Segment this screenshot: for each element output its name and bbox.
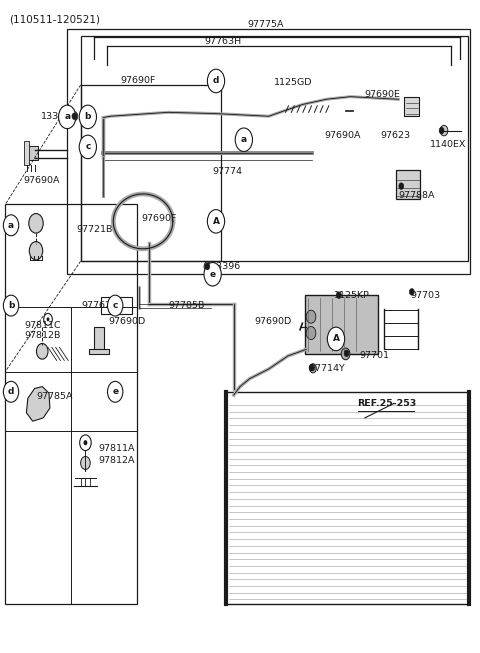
Text: c: c [112,301,118,310]
Circle shape [29,242,43,260]
Text: 97762: 97762 [82,301,111,310]
Circle shape [235,128,252,151]
Text: 97714Y: 97714Y [310,364,345,373]
Circle shape [79,135,96,159]
Text: 97812B: 97812B [24,331,60,340]
Text: 97690F: 97690F [142,214,177,223]
Text: 97812A: 97812A [98,456,135,465]
Circle shape [72,113,77,119]
Text: 97811C: 97811C [24,321,60,330]
Circle shape [79,105,96,129]
Circle shape [84,440,87,445]
Bar [28,146,38,160]
Circle shape [47,317,49,321]
Text: 13396: 13396 [41,112,71,121]
Text: d: d [213,76,219,86]
Text: c: c [85,142,91,151]
Circle shape [327,327,345,351]
Circle shape [207,69,225,93]
Text: 97788A: 97788A [398,191,435,200]
Circle shape [309,364,314,371]
Text: 97690E: 97690E [365,89,401,99]
Circle shape [108,381,123,402]
Bar [396,170,420,199]
Text: 97690D: 97690D [108,317,145,326]
Text: a: a [64,112,70,121]
Circle shape [341,348,350,360]
Text: e: e [210,270,216,279]
Text: A: A [333,334,339,343]
Text: A: A [213,217,219,226]
Text: 97690A: 97690A [324,131,360,140]
Text: REF.25-253: REF.25-253 [358,399,417,408]
Text: a: a [241,135,247,144]
Text: d: d [8,387,14,396]
Text: b: b [8,301,14,310]
Circle shape [205,263,210,270]
Bar [89,349,109,354]
Circle shape [108,295,123,316]
Text: 97701: 97701 [359,351,389,360]
Text: 97690A: 97690A [23,176,60,185]
Text: 97785B: 97785B [168,301,204,310]
Text: 97690F: 97690F [120,76,156,86]
Text: 1125KP: 1125KP [334,291,370,300]
Circle shape [3,215,19,236]
Circle shape [306,326,316,340]
Circle shape [207,210,225,233]
Text: 1125GD: 1125GD [274,78,312,88]
Circle shape [440,125,448,136]
Circle shape [71,112,78,121]
Text: 97785A: 97785A [36,392,72,401]
Circle shape [3,381,19,402]
Circle shape [29,214,43,233]
Text: b: b [84,112,91,121]
Circle shape [36,343,48,359]
Text: 13396: 13396 [211,262,241,271]
Bar [94,326,104,351]
Circle shape [399,183,404,189]
Circle shape [81,456,90,470]
Text: (110511-120521): (110511-120521) [10,14,101,24]
Bar [24,141,29,165]
Bar [305,295,378,354]
Circle shape [344,350,349,357]
Circle shape [439,127,444,134]
Text: 97690D: 97690D [254,317,292,326]
Text: 97703: 97703 [410,291,441,300]
Circle shape [306,310,316,323]
Text: 97775A: 97775A [247,20,284,29]
Circle shape [204,262,211,271]
Text: 97811A: 97811A [98,444,135,453]
Text: 97774: 97774 [212,167,242,176]
Bar [404,97,419,116]
Text: 1140EX: 1140EX [430,140,466,150]
Polygon shape [26,387,50,421]
Text: a: a [8,221,14,230]
Circle shape [3,295,19,316]
Text: 97623: 97623 [381,131,411,140]
Text: 97721B: 97721B [77,225,113,234]
Text: 97763H: 97763H [204,37,241,46]
Circle shape [336,292,341,298]
Circle shape [409,289,414,295]
Text: e: e [112,387,118,396]
Circle shape [310,364,316,373]
Circle shape [204,263,221,286]
Circle shape [59,105,76,129]
